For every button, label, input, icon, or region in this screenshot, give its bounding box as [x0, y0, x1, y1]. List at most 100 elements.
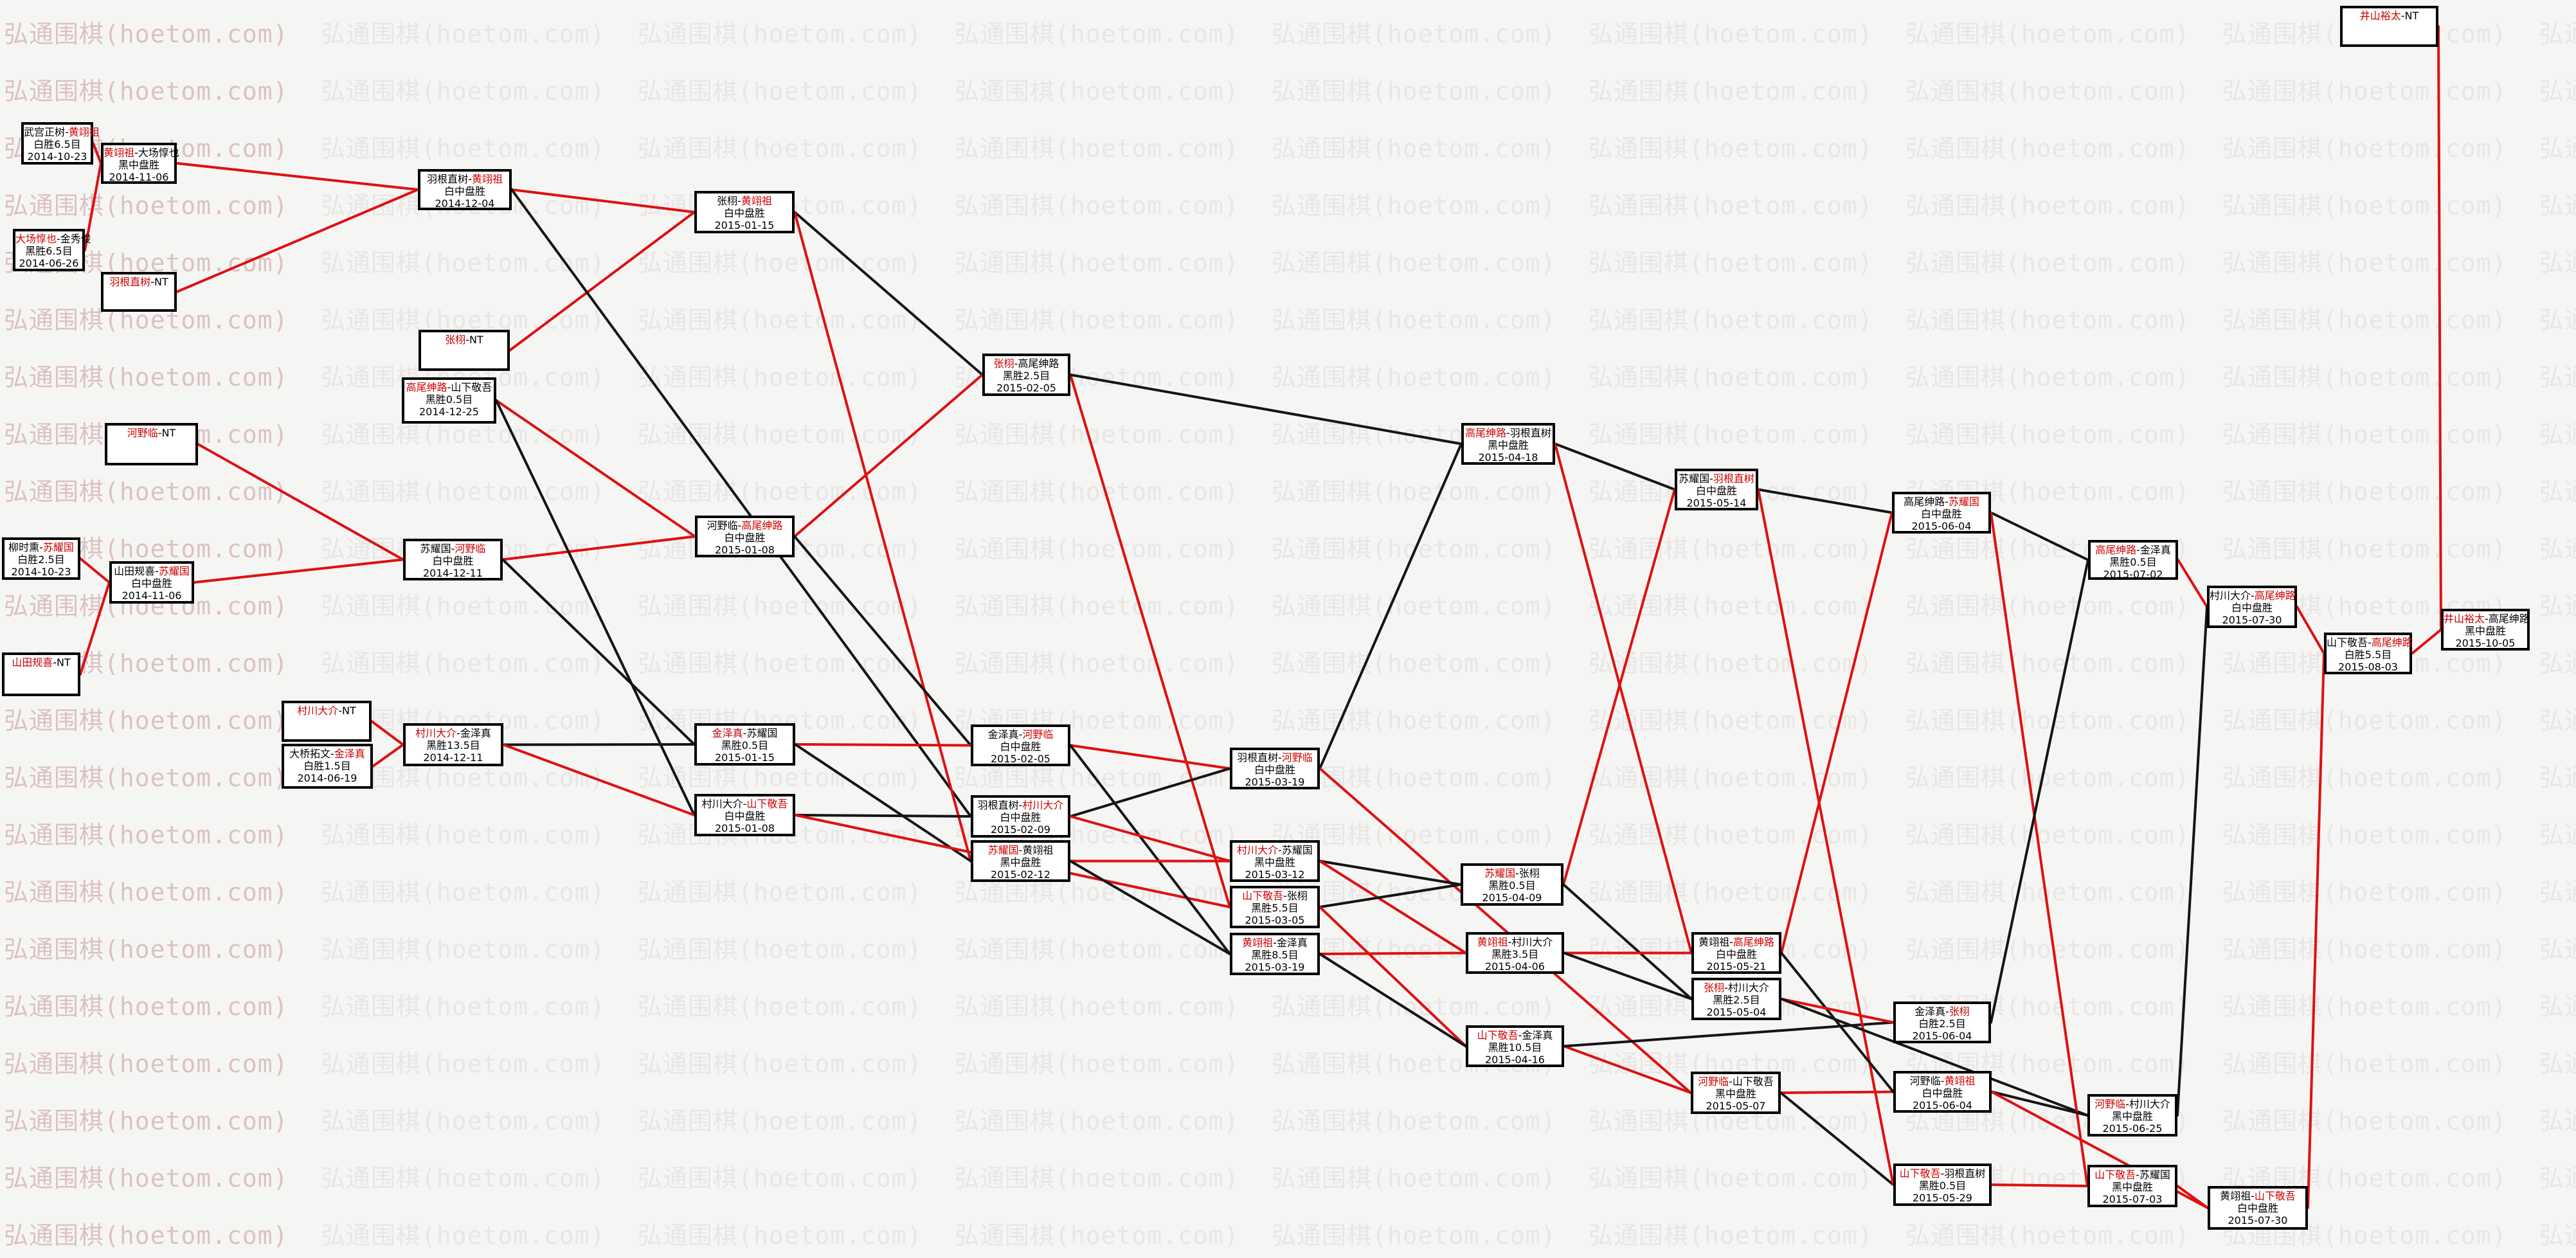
game-box-金泽真-张栩[interactable]: 金泽真-张栩 白胜2.5目 2015-06-04	[1893, 1002, 1991, 1043]
game-box-村川大介-NT[interactable]: 村川大介-NT	[282, 701, 372, 742]
matchup-label: 武宫正树-黄翊祖	[24, 126, 100, 138]
winner-name: 黄翊祖	[68, 126, 100, 138]
result-label: 黑胜0.5目	[2109, 556, 2157, 568]
player-name: 黄翊祖	[1022, 844, 1054, 856]
result-label: 白胜1.5目	[303, 760, 351, 772]
player-name: 大桥拓文	[289, 748, 331, 760]
game-box-羽根直树-村川大介[interactable]: 羽根直树-村川大介 白中盘胜 2015-02-09	[971, 795, 1070, 838]
game-box-井山裕太-NT[interactable]: 井山裕太-NT	[2340, 6, 2438, 47]
game-box-黄翊祖-村川大介[interactable]: 黄翊祖-村川大介 黑胜3.5目 2015-04-06	[1466, 932, 1564, 974]
game-box-河野临-黄翊祖[interactable]: 河野临-黄翊祖 白中盘胜 2015-06-04	[1893, 1071, 1992, 1113]
game-box-高尾绅路-山下敬吾[interactable]: 高尾绅路-山下敬吾 黑胜0.5目 2014-12-25	[402, 377, 496, 424]
watermark-text: 弘通围棋(hoetom.com)	[1272, 1107, 1556, 1135]
game-box-村川大介-高尾绅路[interactable]: 村川大介-高尾绅路 白中盘胜 2015-07-30	[2207, 586, 2297, 628]
game-box-金泽真-河野临[interactable]: 金泽真-河野临 白中盘胜 2015-02-05	[971, 724, 1070, 766]
game-box-苏耀国-张栩[interactable]: 苏耀国-张栩 黑胜0.5目 2015-04-09	[1461, 863, 1563, 906]
watermark-text: 弘通围棋(hoetom.com)	[2222, 535, 2507, 563]
winner-path-line-b25-b30	[1319, 859, 1467, 955]
game-box-山下敬吾-金泽真[interactable]: 山下敬吾-金泽真 黑胜10.5目 2015-04-16	[1466, 1025, 1564, 1067]
game-box-河野临-NT[interactable]: 河野临-NT	[105, 423, 198, 465]
game-box-金泽真-苏耀国[interactable]: 金泽真-苏耀国 黑胜0.5目 2015-01-15	[694, 723, 795, 766]
watermark-text: 弘通围棋(hoetom.com)	[321, 20, 606, 48]
winner-name: 高尾绅路	[406, 381, 447, 393]
watermark-text: 弘通围棋(hoetom.com)	[321, 821, 606, 849]
watermark-text: 弘通围棋(hoetom.com)	[638, 1221, 923, 1250]
watermark-text: 弘通围棋(hoetom.com)	[1905, 306, 2190, 334]
game-box-山田规喜-NT[interactable]: 山田规喜-NT	[2, 652, 80, 696]
watermark-text: 弘通围棋(hoetom.com)	[1905, 420, 2190, 449]
game-box-张栩-村川大介[interactable]: 张栩-村川大介 黑胜2.5目 2015-05-04	[1691, 978, 1781, 1020]
game-box-高尾绅路-羽根直树[interactable]: 高尾绅路-羽根直树 黑中盘胜 2015-04-18	[1461, 423, 1555, 465]
game-box-河野临-山下敬吾[interactable]: 河野临-山下敬吾 黑中盘胜 2015-05-07	[1691, 1072, 1781, 1114]
game-box-高尾绅路-金泽真[interactable]: 高尾绅路-金泽真 黑胜0.5目 2015-07-02	[2088, 540, 2178, 580]
watermark-text: 弘通围棋(hoetom.com)	[1905, 935, 2190, 964]
watermark-text: 弘通围棋(hoetom.com)	[2222, 363, 2507, 391]
game-box-村川大介-金泽真[interactable]: 村川大介-金泽真 黑胜13.5目 2014-12-11	[403, 723, 503, 766]
game-box-羽根直树-黄翊祖[interactable]: 羽根直树-黄翊祖 白中盘胜 2014-12-04	[418, 169, 512, 210]
winner-path-line-b20-b26	[1069, 373, 1231, 908]
loser-path-line-b36-b40	[1990, 511, 2089, 561]
result-label: 白中盘胜	[2231, 602, 2273, 614]
winner-name: 井山裕太	[2359, 10, 2401, 22]
game-box-黄翊祖-大场惇也[interactable]: 黄翊祖-大场惇也 黑中盘胜 2014-11-06	[101, 143, 179, 184]
watermark-text: 弘通围棋(hoetom.com)	[638, 249, 923, 277]
winner-path-line-b24-b32	[1319, 767, 1692, 1094]
winner-path-line-b16-b23	[793, 211, 972, 863]
game-box-张栩-NT[interactable]: 张栩-NT	[419, 330, 510, 371]
player-name: 张栩	[1518, 867, 1540, 879]
game-box-苏耀国-羽根直树[interactable]: 苏耀国-羽根直树 白中盘胜 2015-05-14	[1675, 469, 1758, 510]
game-box-山下敬吾-高尾绅路[interactable]: 山下敬吾-高尾绅路 白胜5.5目 2015-08-03	[2324, 633, 2413, 674]
game-box-柳时熏-苏耀国[interactable]: 柳时熏-苏耀国 白胜2.5目 2014-10-23	[2, 537, 80, 580]
player-name: 羽根直树	[1237, 751, 1279, 764]
game-box-山田规喜-苏耀国[interactable]: 山田规喜-苏耀国 白中盘胜 2014-11-06	[109, 561, 194, 604]
game-box-张栩-黄翊祖[interactable]: 张栩-黄翊祖 白中盘胜 2015-01-15	[694, 191, 795, 233]
matchup-label: 井山裕太-高尾绅路	[2444, 613, 2530, 625]
game-box-羽根直树-河野临[interactable]: 羽根直树-河野临 白中盘胜 2015-03-19	[1230, 748, 1320, 789]
game-box-山下敬吾-羽根直树[interactable]: 山下敬吾-羽根直树 黑胜0.5目 2015-05-29	[1893, 1164, 1992, 1206]
watermark-text: 弘通围棋(hoetom.com)	[1589, 535, 1873, 563]
result-label: 黑中盘胜	[2111, 1181, 2153, 1193]
game-box-河野临-村川大介[interactable]: 河野临-村川大介 黑中盘胜 2015-06-25	[2087, 1094, 2177, 1137]
game-box-村川大介-山下敬吾[interactable]: 村川大介-山下敬吾 白中盘胜 2015-01-08	[694, 794, 795, 836]
watermark-text: 弘通围棋(hoetom.com)	[1589, 878, 1873, 906]
date-label: 2015-04-16	[1485, 1054, 1545, 1066]
winner-path-line-b46-b47	[2437, 25, 2442, 631]
game-box-山下敬吾-苏耀国[interactable]: 山下敬吾-苏耀国 黑中盘胜 2015-07-03	[2087, 1165, 2177, 1207]
watermark-text: 弘通围棋(hoetom.com)	[1589, 1221, 1873, 1250]
game-box-黄翊祖-山下敬吾[interactable]: 黄翊祖-山下敬吾 白中盘胜 2015-07-30	[2208, 1186, 2308, 1230]
game-box-黄翊祖-高尾绅路[interactable]: 黄翊祖-高尾绅路 白中盘胜 2015-05-21	[1691, 932, 1781, 974]
game-box-武宫正树-黄翊祖[interactable]: 武宫正树-黄翊祖 白胜6.5目 2014-10-23	[21, 122, 100, 165]
game-box-山下敬吾-张栩[interactable]: 山下敬吾-张栩 黑胜5.5目 2015-03-05	[1230, 886, 1320, 928]
watermark-text: 弘通围棋(hoetom.com)	[2539, 77, 2576, 105]
player-name: 山田规喜	[114, 565, 156, 577]
winner-path-line-b1-b5	[92, 142, 102, 165]
loser-path-line-b23-b27	[1069, 859, 1231, 955]
winner-path-line-b45-b47	[2411, 628, 2442, 655]
game-box-苏耀国-黄翊祖[interactable]: 苏耀国-黄翊祖 黑中盘胜 2015-02-12	[971, 840, 1070, 882]
game-box-井山裕太-高尾绅路[interactable]: 井山裕太-高尾绅路 黑中盘胜 2015-10-05	[2441, 609, 2530, 651]
watermark-text: 弘通围棋(hoetom.com)	[955, 77, 1239, 105]
watermark-text: 弘通围棋(hoetom.com)	[638, 478, 923, 506]
game-box-黄翊祖-金泽真[interactable]: 黄翊祖-金泽真 黑胜8.5目 2015-03-19	[1230, 933, 1320, 975]
game-box-村川大介-苏耀国[interactable]: 村川大介-苏耀国 黑中盘胜 2015-03-12	[1230, 840, 1320, 882]
date-label: 2015-10-05	[2455, 637, 2516, 649]
loser-path-line-b35-b41	[1780, 998, 2089, 1117]
matchup-label: 羽根直树-NT	[109, 276, 168, 288]
player-name: 金泽真	[2139, 544, 2171, 556]
player-name: 黄翊祖	[1698, 936, 1730, 948]
player-name: 河野临	[1909, 1075, 1941, 1087]
game-box-大桥拓文-金泽真[interactable]: 大桥拓文-金泽真 白胜1.5目 2014-06-19	[282, 744, 373, 789]
game-box-羽根直树-NT[interactable]: 羽根直树-NT	[101, 272, 177, 312]
winner-name: 黄翊祖	[471, 173, 503, 185]
game-box-大场惇也-金秀俊[interactable]: 大场惇也-金秀俊 黑胜6.5目 2014-06-26	[13, 229, 91, 271]
game-box-张栩-高尾绅路[interactable]: 张栩-高尾绅路 黑胜2.5目 2015-02-05	[982, 354, 1070, 396]
winner-name: 河野临	[2094, 1098, 2126, 1110]
watermark-text: 弘通围棋(hoetom.com)	[2539, 1164, 2576, 1192]
player-name: 武宫正树	[24, 126, 66, 138]
game-box-高尾绅路-苏耀国[interactable]: 高尾绅路-苏耀国 白中盘胜 2015-06-04	[1892, 492, 1991, 534]
game-box-苏耀国-河野临[interactable]: 苏耀国-河野临 白中盘胜 2014-12-11	[403, 539, 503, 580]
winner-name: 山下敬吾	[1899, 1167, 1941, 1180]
loser-path-line-b30-b35	[1563, 951, 1693, 1000]
loser-path-line-b20-b28	[1069, 373, 1463, 445]
game-box-河野临-高尾绅路[interactable]: 河野临-高尾绅路 白中盘胜 2015-01-08	[695, 516, 795, 557]
